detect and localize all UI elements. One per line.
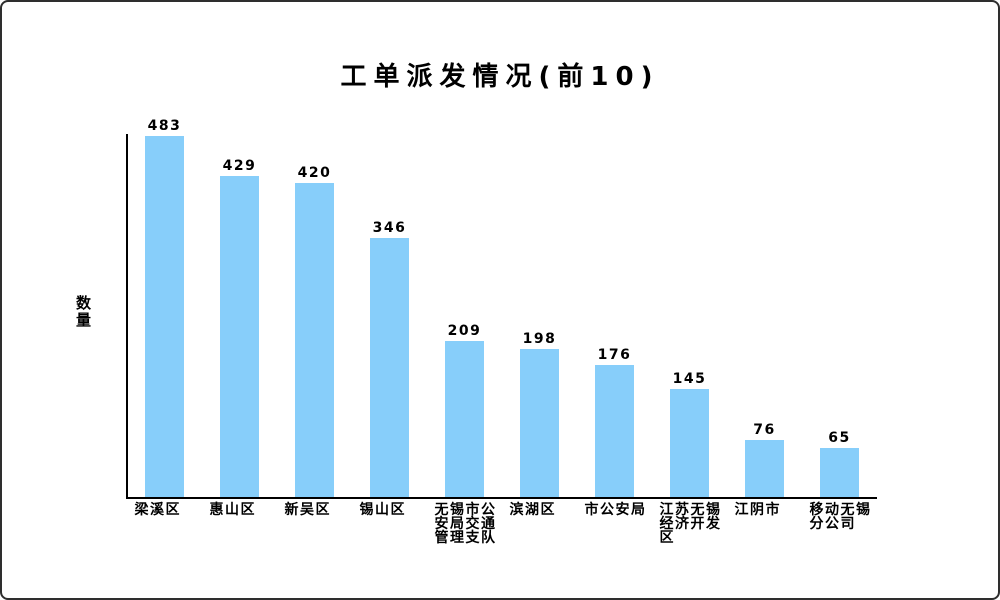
bar [820,448,859,497]
bar-value-label: 483 [147,118,182,134]
bar-value-label: 76 [753,422,776,438]
bar [745,440,784,497]
chart-title: 工单派发情况(前10) [340,62,660,92]
x-axis-line [126,497,877,499]
bar [295,183,334,497]
x-axis-category-label: 市公安局 [584,502,647,518]
x-axis-category-label: 锡山区 [359,502,406,518]
bar [145,136,184,497]
x-axis-category-label: 新吴区 [284,502,331,518]
x-axis-category-label: 滨湖区 [509,502,556,518]
bar [370,238,409,497]
bar [520,349,559,497]
bar-value-label: 346 [372,220,407,236]
bar [595,365,634,497]
bar-value-label: 209 [447,323,482,339]
x-axis-category-label: 梁溪区 [134,502,181,518]
x-axis-category-label: 无锡市公安局交通管理支队 [434,502,497,546]
x-axis-category-label: 江阴市 [734,502,781,518]
bar [445,341,484,497]
bar-value-label: 145 [672,371,707,387]
y-axis-label: 数量 [76,294,92,329]
bar [670,389,709,497]
bar-value-label: 429 [222,158,257,174]
x-axis-category-label: 江苏无锡经济开发区 [659,502,722,546]
bar-value-label: 65 [828,430,851,446]
x-axis-category-label: 惠山区 [209,502,256,518]
bar-value-label: 176 [597,347,632,363]
y-axis-line [126,134,128,499]
x-axis-category-label: 移动无锡分公司 [809,502,872,532]
bar-value-label: 420 [297,165,332,181]
bar [220,176,259,497]
bar-value-label: 198 [522,331,557,347]
